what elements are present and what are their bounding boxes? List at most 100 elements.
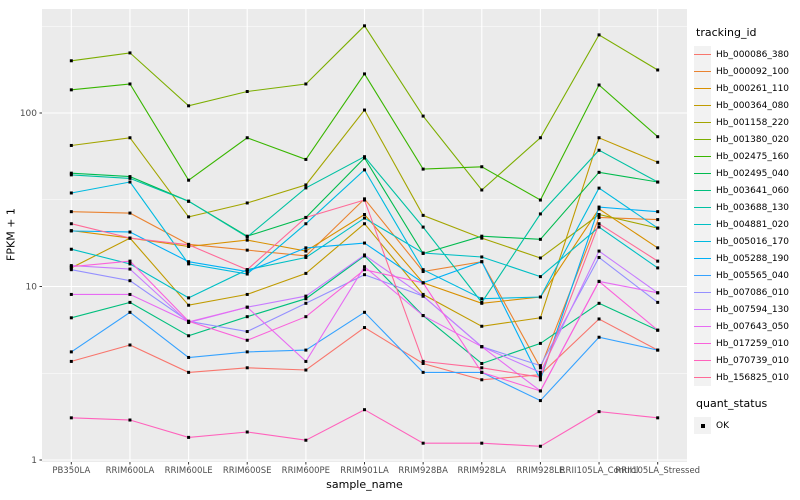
data-point-Hb_005288_190 xyxy=(656,210,660,214)
data-point-Hb_000364_080 xyxy=(187,303,191,307)
data-point-Hb_005016_170 xyxy=(69,191,73,195)
data-point-Hb_000261_110 xyxy=(597,207,601,211)
legend-key-line-icon xyxy=(694,138,711,140)
legend-item-Hb_002475_160: Hb_002475_160 xyxy=(694,148,800,165)
data-point-Hb_000364_080 xyxy=(421,292,425,296)
data-point-Hb_003688_130 xyxy=(597,148,601,152)
data-point-Hb_000364_080 xyxy=(538,316,542,320)
legend-label: Hb_003641_060 xyxy=(716,185,790,196)
data-point-Hb_001380_020 xyxy=(597,33,601,37)
data-point-Hb_017259_010 xyxy=(128,259,132,263)
data-point-Hb_002495_040 xyxy=(69,171,73,175)
data-point-Hb_005016_170 xyxy=(480,297,484,301)
data-point-Hb_156825_010 xyxy=(597,222,601,226)
data-point-Hb_000086_380 xyxy=(538,373,542,377)
data-point-Hb_000092_100 xyxy=(304,254,308,258)
data-point-Hb_000261_110 xyxy=(187,245,191,249)
data-point-Hb_017259_010 xyxy=(304,315,308,319)
data-point-Hb_070739_010 xyxy=(363,408,366,412)
legend-title-tracking-id: tracking_id xyxy=(696,26,757,39)
data-point-Hb_003688_130 xyxy=(187,199,191,203)
y-axis-title: FPKM + 1 xyxy=(4,208,18,261)
data-point-Hb_001158_220 xyxy=(538,256,542,260)
legend-item-Hb_005288_190: Hb_005288_190 xyxy=(694,250,800,267)
data-point-Hb_017259_010 xyxy=(363,268,366,272)
data-point-Hb_002495_040 xyxy=(480,234,484,238)
legend-key-line-icon xyxy=(694,189,711,191)
data-point-Hb_005565_040 xyxy=(128,310,132,314)
legend-label: Hb_017259_010 xyxy=(716,338,790,349)
data-point-Hb_001158_220 xyxy=(304,183,308,187)
data-point-Hb_001380_020 xyxy=(480,188,484,192)
legend-item-Hb_005016_170: Hb_005016_170 xyxy=(694,233,800,250)
data-point-Hb_007594_130 xyxy=(363,253,366,257)
legend-item-quant-OK: OK xyxy=(694,417,800,434)
data-point-Hb_000092_100 xyxy=(128,211,132,215)
data-point-Hb_007086_010 xyxy=(128,279,132,283)
legend-key-line-icon xyxy=(694,359,711,361)
data-point-Hb_005016_170 xyxy=(538,295,542,299)
data-point-Hb_156825_010 xyxy=(480,366,484,370)
data-point-Hb_005016_170 xyxy=(187,262,191,266)
y-tick-label: 100 xyxy=(20,109,37,119)
data-point-Hb_004881_020 xyxy=(187,296,191,300)
data-point-Hb_007643_050 xyxy=(245,305,249,309)
data-point-Hb_005288_190 xyxy=(538,378,542,382)
legend-item-Hb_002495_040: Hb_002495_040 xyxy=(694,165,800,182)
legend-key-line-icon xyxy=(694,257,711,259)
data-point-Hb_005016_170 xyxy=(421,268,425,272)
legend-key-line-icon xyxy=(694,172,711,174)
legend-color-key xyxy=(694,318,711,335)
data-point-Hb_000364_080 xyxy=(480,324,484,328)
legend-label: Hb_007643_050 xyxy=(716,321,790,332)
data-point-Hb_007643_050 xyxy=(656,291,660,295)
data-point-Hb_002495_040 xyxy=(128,175,132,179)
data-point-Hb_002475_160 xyxy=(363,72,366,76)
data-point-Hb_007643_050 xyxy=(480,345,484,349)
data-point-Hb_007594_130 xyxy=(421,294,425,298)
data-point-Hb_007594_130 xyxy=(304,294,308,298)
legend-item-Hb_007643_050: Hb_007643_050 xyxy=(694,318,800,335)
data-point-Hb_007643_050 xyxy=(69,292,73,296)
legend-key-line-icon xyxy=(694,70,711,72)
data-point-Hb_003641_060 xyxy=(128,300,132,304)
data-point-Hb_002475_160 xyxy=(304,157,308,161)
data-point-Hb_070739_010 xyxy=(187,435,191,439)
data-point-Hb_004881_020 xyxy=(421,251,425,255)
data-point-Hb_000261_110 xyxy=(245,238,249,242)
data-point-Hb_000364_080 xyxy=(363,222,366,226)
legend-color-key xyxy=(694,63,711,80)
legend-color-key xyxy=(694,301,711,318)
data-point-Hb_156825_010 xyxy=(245,268,249,272)
data-point-Hb_000364_080 xyxy=(656,160,660,164)
data-point-Hb_002475_160 xyxy=(187,178,191,182)
data-point-Hb_017259_010 xyxy=(187,319,191,323)
x-tick-label: RRIM600LA xyxy=(106,466,155,476)
data-point-Hb_003641_060 xyxy=(245,315,249,319)
y-tick-label: 10 xyxy=(26,283,38,293)
legend-tracking-items: Hb_000086_380 Hb_000092_100 Hb_000261_110 H… xyxy=(694,46,800,386)
data-point-Hb_000086_380 xyxy=(245,366,249,370)
data-point-Hb_000086_380 xyxy=(363,326,366,330)
legend-quant-items: OK xyxy=(694,417,800,434)
legend-label: Hb_000086_380 xyxy=(716,49,790,60)
data-point-Hb_070739_010 xyxy=(69,416,73,420)
data-point-Hb_003641_060 xyxy=(597,301,601,305)
data-point-Hb_005016_170 xyxy=(128,180,132,184)
data-point-Hb_070739_010 xyxy=(538,444,542,448)
data-point-Hb_001380_020 xyxy=(304,82,308,86)
legend-item-Hb_001380_020: Hb_001380_020 xyxy=(694,131,800,148)
data-point-Hb_156825_010 xyxy=(363,198,366,202)
data-point-Hb_003688_130 xyxy=(304,186,308,190)
data-point-Hb_007643_050 xyxy=(363,265,366,269)
data-point-Hb_000364_080 xyxy=(304,271,308,275)
data-point-Hb_005565_040 xyxy=(421,370,425,374)
data-point-Hb_005288_190 xyxy=(363,241,366,245)
legend-color-key xyxy=(694,131,711,148)
legend-item-Hb_003688_130: Hb_003688_130 xyxy=(694,199,800,216)
legend-key-line-icon xyxy=(694,53,711,55)
data-point-Hb_000364_080 xyxy=(597,136,601,140)
data-point-Hb_007086_010 xyxy=(363,273,366,277)
legend-label: Hb_007594_130 xyxy=(716,304,790,315)
data-point-Hb_005565_040 xyxy=(597,335,601,339)
